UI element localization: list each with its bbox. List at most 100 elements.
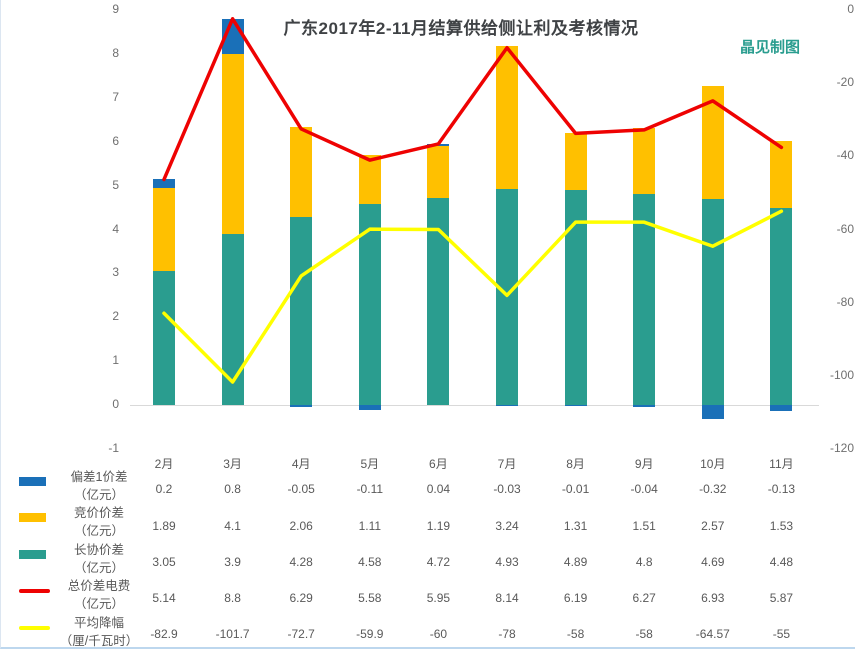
bar-segment-bias [358,405,381,410]
table-cell: -0.32 [699,482,727,496]
bar-segment-bidding [701,86,724,200]
bar-segment-bidding [496,46,518,189]
month-label: 8月 [566,457,585,471]
table-cell: 5.95 [426,591,451,605]
table-cell: 0.2 [155,482,173,496]
right-axis-tick-label: -80 [836,294,854,309]
avg-reduction-line [162,209,784,384]
table-cell: 1.89 [152,519,176,533]
table-cell: 4.58 [358,555,382,569]
bar-swatch-icon [19,477,46,486]
bar-segment-longterm [153,271,175,406]
table-cell: -58 [566,627,585,641]
table-cell: 5.14 [152,591,176,605]
total-price-diff-line [162,17,784,182]
table-cell: 1.53 [769,519,794,533]
legend-unit: （厘/千瓦时） [59,634,139,648]
zero-gridline [130,404,819,406]
month-label: 11月 [769,457,794,471]
bar-segment-longterm [290,217,313,406]
month-label: 9月 [634,457,654,471]
table-cell: -58 [635,627,653,641]
table-cell: 4.8 [635,555,653,569]
table-cell: 4.72 [426,555,451,569]
month-label: 7月 [497,457,517,471]
left-axis-tick-label: 0 [112,397,119,412]
table-cell: -64.57 [695,627,730,641]
month-label: 6月 [429,457,448,471]
legend-item-bidding-spread: 竞价价差 （亿元） [11,506,151,543]
table-cell: 4.1 [224,519,241,533]
table-cell: 6.27 [632,591,656,605]
table-cell: 3.05 [152,555,176,569]
month-label: 3月 [223,457,242,471]
watermark: 晶见制图 [739,39,800,56]
table-cell: 6.19 [563,591,588,605]
table-cell: -0.11 [356,482,384,496]
table-cell: -60 [429,627,448,641]
table-cell: 4.69 [701,555,725,569]
legend-unit: （亿元） [73,488,124,502]
legend-item-total-price-diff: 总价差电费 （亿元） [11,579,151,616]
legend-label: 平均降幅 [73,616,124,630]
bar-segment-bidding [427,145,450,198]
table-cell: 1.19 [426,519,451,533]
bar-segment-bias [290,405,313,408]
month-label: 2月 [154,457,174,471]
table-cell: -0.13 [767,482,796,496]
left-axis-tick-label: 6 [112,133,119,148]
left-axis-tick-label: 4 [112,221,119,236]
bar-segment-bidding [633,128,656,195]
bar-segment-longterm [221,233,244,406]
table-cell: 1.11 [358,519,382,533]
right-axis-tick-label: -100 [829,367,854,382]
left-axis-tick-label: 2 [112,309,119,324]
table-cell: -0.03 [493,482,521,496]
right-axis-tick-label: -120 [829,441,854,455]
table-cell: 2.06 [289,519,313,533]
bar-segment-longterm [564,190,587,406]
legend-label: 竞价价差 [73,506,124,520]
bar-swatch-icon [19,550,46,559]
table-cell: -101.7 [215,627,250,641]
right-axis-tick-label: -60 [836,221,854,236]
line-swatch-icon [19,589,50,593]
table-cell: 3.24 [495,519,519,533]
legend-unit: （亿元） [73,524,124,538]
bar-segment-longterm [701,199,724,406]
table-cell: -72.7 [287,627,315,641]
table-cell: 0.8 [224,482,241,496]
bar-segment-longterm [427,197,450,406]
bar-swatch-icon [19,513,46,522]
month-label: 10月 [700,457,726,471]
table-cell: 6.29 [289,591,313,605]
bar-segment-bias [496,405,518,407]
table-cell: 5.87 [769,591,794,605]
bar-segment-bias [153,179,175,189]
bar-segment-bidding [221,53,244,234]
legend-unit: （亿元） [73,561,124,575]
table-cell: 1.51 [632,519,656,533]
table-cell: -78 [498,627,516,641]
bar-segment-bidding [290,126,313,218]
month-label: 4月 [291,457,311,471]
left-axis-tick-label: 3 [112,265,119,280]
line-swatch-icon [19,626,50,630]
right-axis-tick-label: -20 [836,75,854,90]
bar-segment-bidding [770,141,793,209]
right-axis-tick-label: -40 [836,148,854,163]
legend-unit: （亿元） [73,597,124,611]
bar-segment-bias [633,405,656,407]
table-cell: 0.04 [426,482,451,496]
table-cell: -55 [772,627,791,641]
legend-label: 偏差1价差 [70,470,128,484]
table-cell: 8.8 [224,591,241,605]
table-cell: 8.14 [495,591,519,605]
legend-item-bias-spread: 偏差1价差 （亿元） [11,470,151,507]
table-cell: 4.93 [495,555,519,569]
left-axis-tick-label: 1 [112,353,119,368]
right-axis-tick-label: 0 [847,2,854,16]
bar-segment-longterm [358,204,381,406]
table-cell: 6.93 [701,591,725,605]
